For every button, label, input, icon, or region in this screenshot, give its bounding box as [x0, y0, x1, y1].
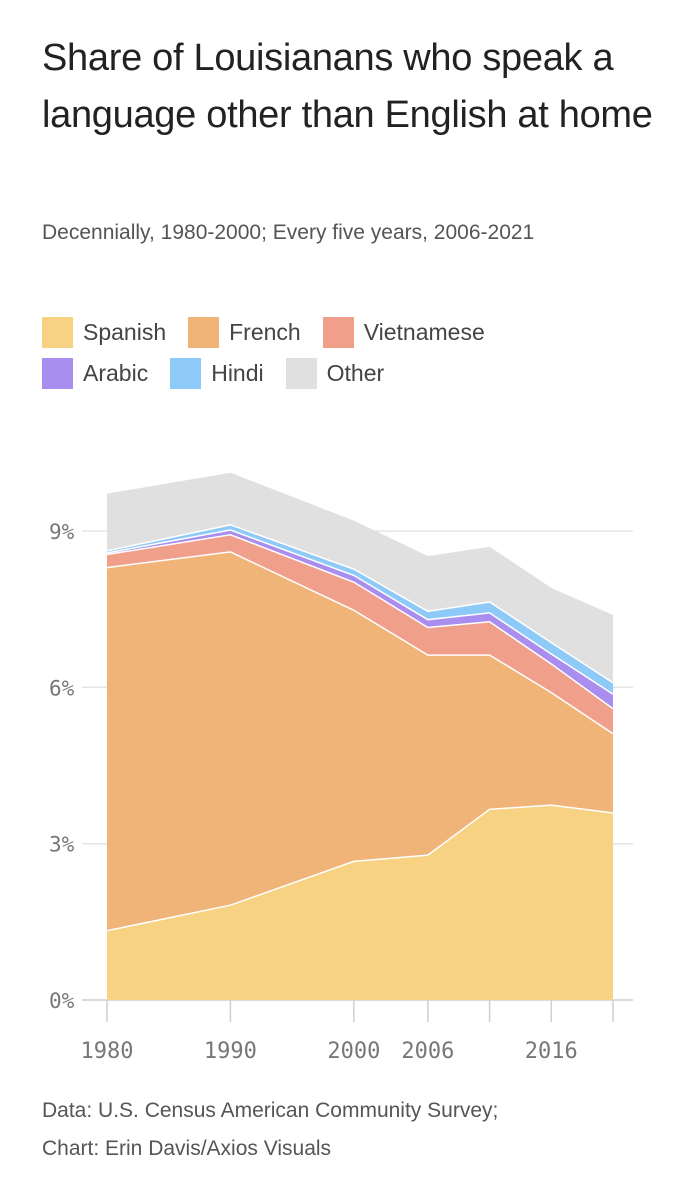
legend-swatch-other — [285, 358, 317, 389]
chart-credit: Chart: Erin Davis/Axios Visuals — [42, 1137, 332, 1160]
series-boundary-hindi — [106, 524, 614, 684]
area-spanish — [107, 805, 613, 1000]
legend-item-french: French — [188, 317, 301, 348]
series-boundary-spanish — [106, 804, 614, 932]
area-vietnamese — [107, 534, 613, 734]
chart-subtitle: Decennially, 1980-2000; Every five years… — [42, 221, 535, 244]
legend-swatch-hindi — [170, 358, 202, 389]
stacked-area-chart: 0% 3% 6% 9% 1980 1990 2000 2006 2016 — [49, 472, 633, 1064]
series-boundary-french — [106, 551, 614, 735]
data-source: Data: U.S. Census American Community Sur… — [42, 1099, 499, 1122]
y-tick-label: 9% — [49, 520, 75, 544]
series-boundary-vietnamese — [106, 533, 614, 710]
legend-swatch-vietnamese — [322, 317, 354, 348]
x-tick-label: 2000 — [327, 1039, 380, 1064]
legend-label-spanish: Spanish — [83, 319, 167, 345]
x-tick-label: 1990 — [204, 1039, 257, 1064]
legend-row: Spanish French Vietnamese — [42, 312, 662, 353]
chart-title: Share of Louisianans who speak a languag… — [42, 37, 653, 136]
legend-item-other: Other — [285, 358, 385, 389]
legend: Spanish French Vietnamese Arabic Hindi O… — [42, 312, 662, 394]
x-tick-label: 2006 — [401, 1039, 454, 1064]
legend-label-hindi: Hindi — [211, 360, 264, 386]
x-tick-label: 1980 — [81, 1039, 134, 1064]
legend-label-french: French — [229, 319, 301, 345]
legend-swatch-arabic — [42, 358, 73, 389]
legend-swatch-spanish — [42, 317, 73, 348]
legend-item-hindi: Hindi — [170, 358, 264, 389]
legend-item-vietnamese: Vietnamese — [322, 317, 485, 348]
y-tick-label: 3% — [49, 833, 75, 857]
legend-item-spanish: Spanish — [42, 317, 166, 348]
y-tick-label: 6% — [49, 676, 75, 700]
x-tick-label: 2016 — [525, 1039, 578, 1064]
legend-item-arabic: Arabic — [42, 358, 148, 389]
legend-row: Arabic Hindi Other — [42, 353, 662, 394]
series-boundary-arabic — [106, 529, 614, 695]
footer: Data: U.S. Census American Community Sur… — [42, 1092, 498, 1168]
legend-label-arabic: Arabic — [83, 360, 149, 386]
legend-label-other: Other — [326, 360, 385, 386]
y-tick-label: 0% — [49, 989, 75, 1013]
area-french — [107, 551, 613, 931]
legend-swatch-french — [188, 317, 220, 348]
area-hindi — [107, 524, 613, 695]
legend-label-vietnamese: Vietnamese — [363, 319, 485, 345]
